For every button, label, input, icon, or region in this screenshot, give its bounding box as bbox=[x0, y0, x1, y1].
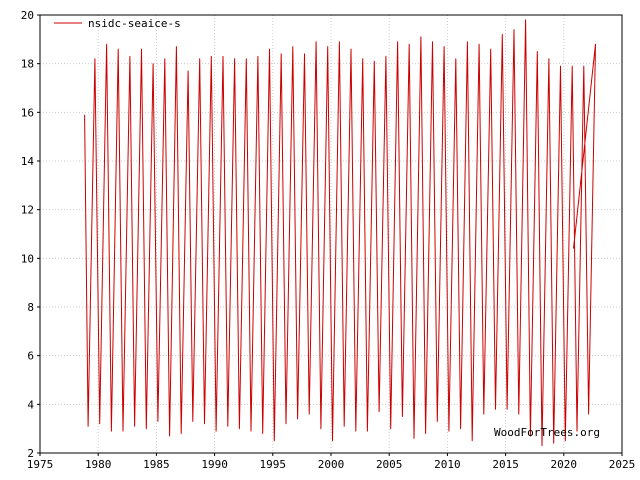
axes: 1975 1980 1985 1990 1995 2000 2005 2010 2015 2020… bbox=[21, 9, 636, 471]
grid bbox=[39, 14, 623, 454]
x-tick-label: 2005 bbox=[376, 458, 403, 471]
y-tick-label: 20 bbox=[21, 9, 34, 22]
series-layer bbox=[84, 19, 596, 447]
legend-label: nsidc-seaice-s bbox=[88, 17, 181, 30]
x-tick-label: 1985 bbox=[143, 458, 170, 471]
y-tick-label: 4 bbox=[27, 398, 34, 411]
x-tick-label: 2000 bbox=[318, 458, 345, 471]
y-tick-label: 10 bbox=[21, 252, 34, 265]
y-tick-label: 14 bbox=[21, 155, 35, 168]
watermark-text: WoodForTrees.org bbox=[494, 426, 600, 439]
x-tick-label: 2020 bbox=[551, 458, 578, 471]
x-tick-label: 1975 bbox=[27, 458, 54, 471]
y-tick-label: 18 bbox=[21, 58, 34, 71]
y-tick-label: 6 bbox=[27, 350, 34, 363]
y-tick-label: 16 bbox=[21, 106, 34, 119]
y-tick-label: 8 bbox=[27, 301, 34, 314]
x-tick-label: 2010 bbox=[434, 458, 461, 471]
x-tick-label: 1990 bbox=[201, 458, 228, 471]
plot-frame bbox=[39, 14, 623, 454]
x-tick-label: 1995 bbox=[260, 458, 287, 471]
x-tick-label: 2015 bbox=[492, 458, 519, 471]
y-tick-label: 12 bbox=[21, 204, 34, 217]
y-tick-label: 2 bbox=[27, 447, 34, 460]
legend: nsidc-seaice-s bbox=[54, 17, 181, 30]
series-line-0 bbox=[84, 19, 596, 447]
x-tick-label: 2025 bbox=[609, 458, 636, 471]
x-tick-label: 1980 bbox=[85, 458, 112, 471]
